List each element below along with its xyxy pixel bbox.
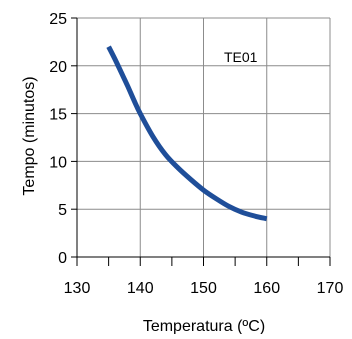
y-tick-label: 0 [58,250,67,267]
x-axis-label: Temperatura (ºC) [143,318,265,334]
x-tick-label: 160 [253,280,280,297]
y-tick-label: 25 [49,11,67,28]
tick-labels: 130 140 150 160 170 0 5 10 15 20 25 [49,11,343,297]
grid [77,17,331,257]
y-tick-label: 5 [58,202,67,219]
y-axis-label: Tempo (minutos) [21,76,38,195]
x-tick-label: 130 [64,280,91,297]
y-tick-label: 20 [49,59,67,76]
y-tick-label: 10 [49,154,67,171]
y-tick-label: 15 [49,107,67,124]
x-tick-label: 140 [127,280,154,297]
x-tick-label: 150 [190,280,217,297]
series-layer [106,45,268,222]
series-line [106,45,268,222]
chart-annotation: TE01 [224,49,258,65]
axes [71,17,331,266]
x-tick-label: 170 [317,280,344,297]
